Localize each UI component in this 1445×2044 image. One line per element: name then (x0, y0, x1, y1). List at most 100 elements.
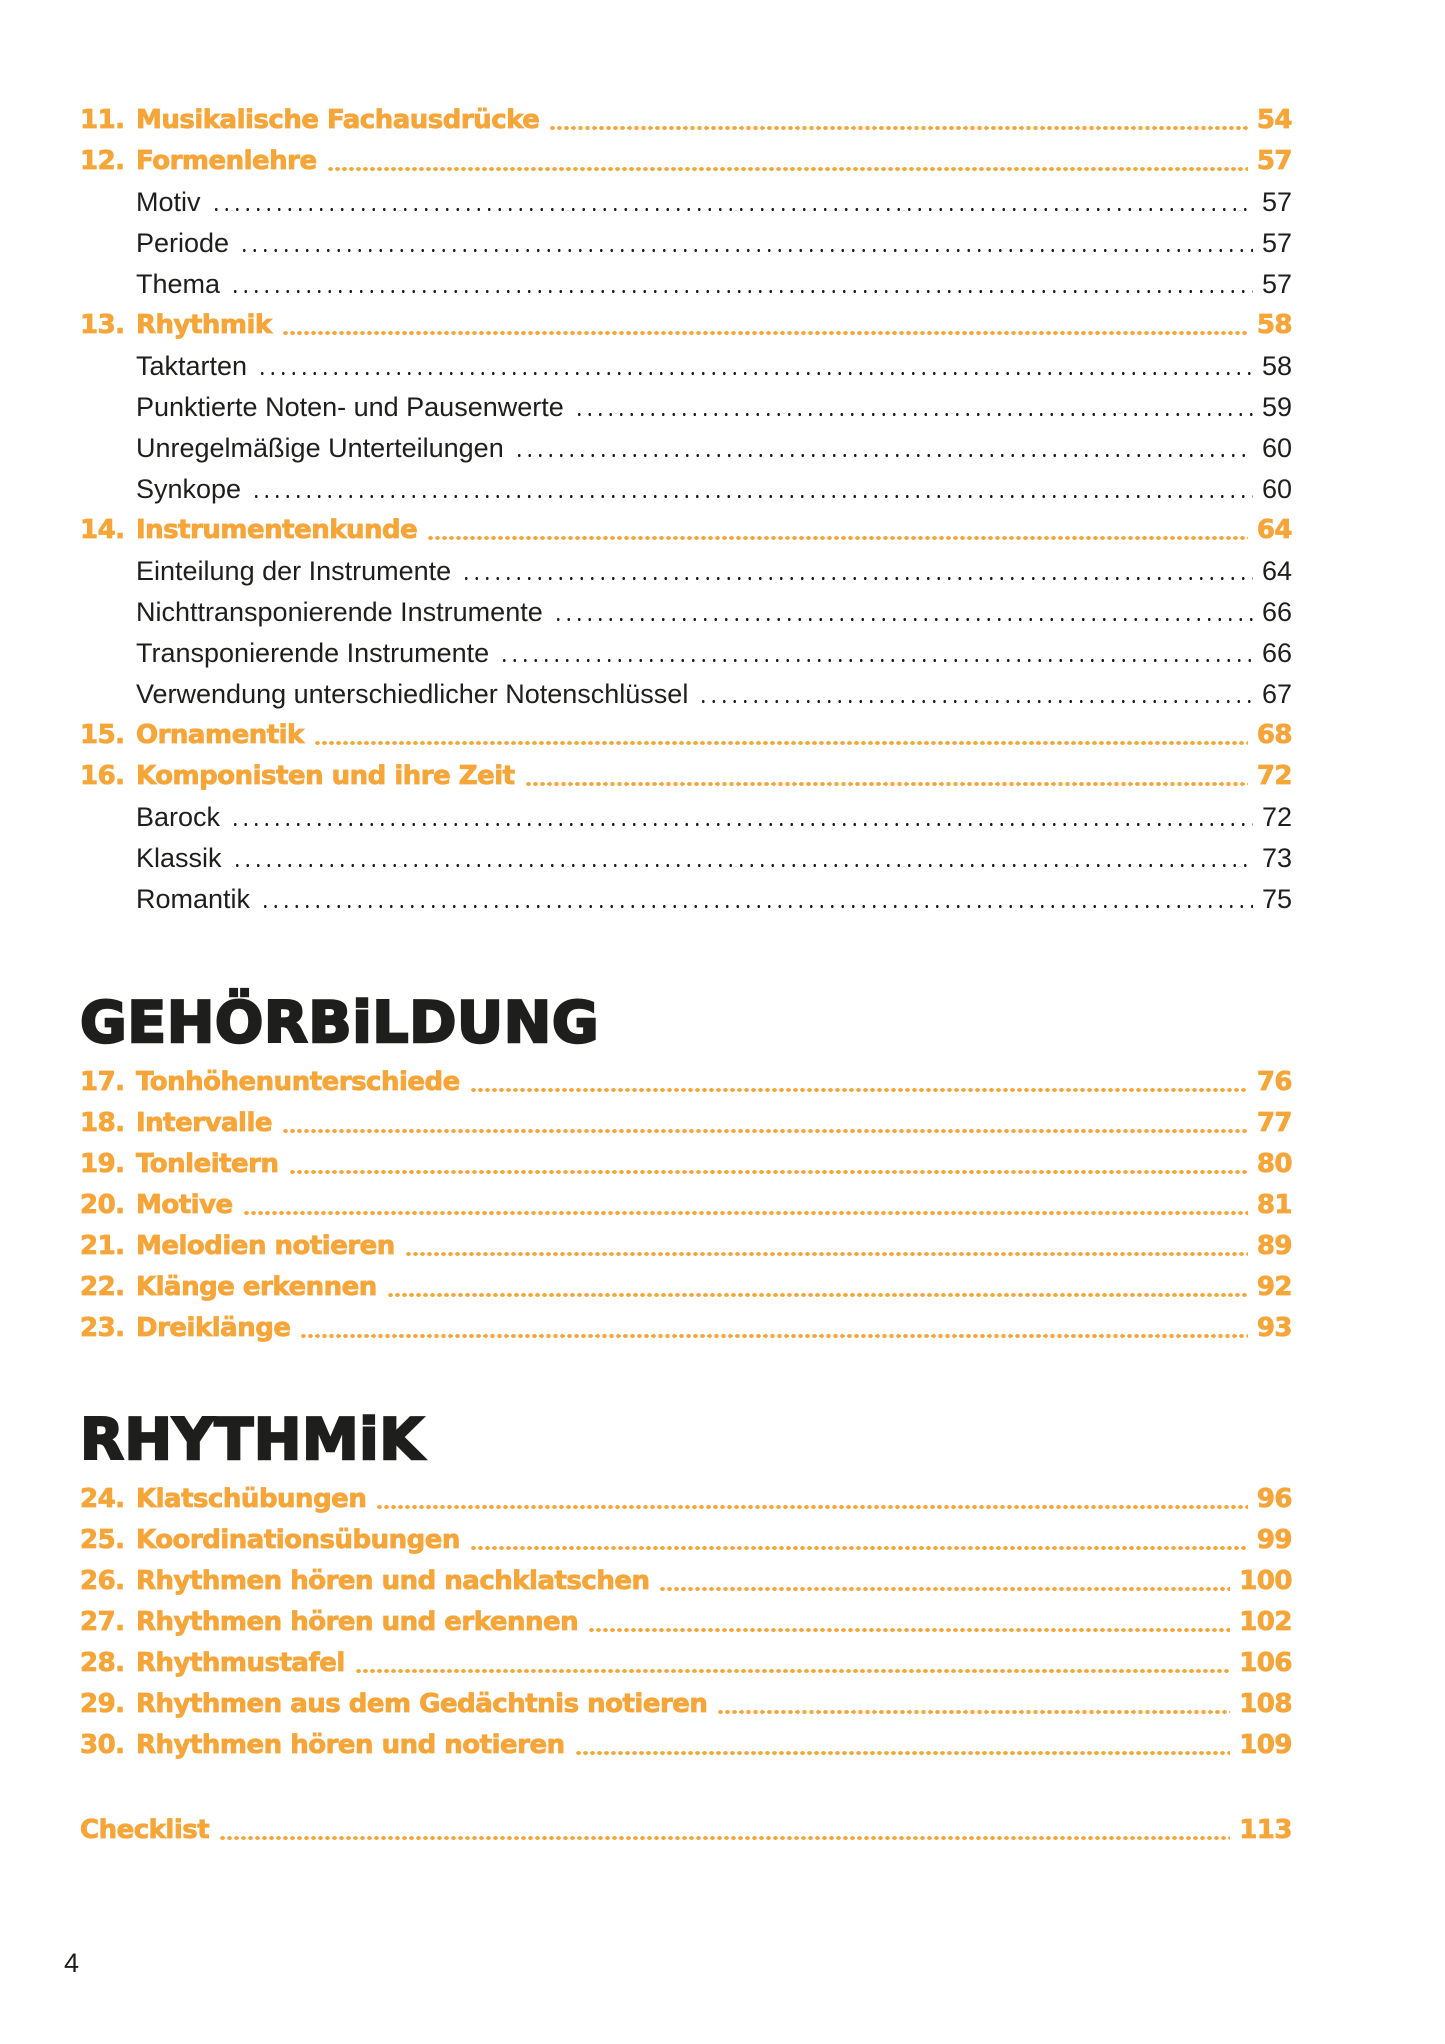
entry-number: 14. (80, 515, 126, 546)
toc-entry: Einteilung der Instrumente 64 (80, 547, 1292, 588)
footer-page-number: 4 (64, 1948, 80, 1978)
dot-leader (513, 453, 1253, 458)
dot-leader (376, 1504, 1248, 1510)
entry-title: Tonhöhenunterschiede (136, 1067, 461, 1098)
entry-page: 64 (1261, 556, 1292, 586)
entry-page: 109 (1239, 1730, 1293, 1761)
entry-title: Thema (136, 269, 221, 299)
entry-title: Koordinationsübungen (136, 1525, 461, 1556)
dot-leader (524, 781, 1248, 787)
dot-leader (326, 166, 1248, 172)
dot-leader (210, 207, 1253, 212)
entry-page: 72 (1256, 761, 1292, 792)
entry-page: 80 (1256, 1149, 1292, 1180)
entry-page: 60 (1261, 433, 1292, 463)
toc-entry: 16. Komponisten und ihre Zeit 72 (80, 752, 1293, 793)
toc-entry: 26. Rhythmen hören und nachklatschen 100 (80, 1557, 1293, 1598)
toc-entry: Barock 72 (80, 793, 1292, 834)
dot-leader (427, 535, 1248, 541)
dot-leader (386, 1292, 1248, 1298)
table-of-contents: 11. Musikalische Fachausdrücke 54 12. Formen… (79, 96, 1293, 1847)
section-header: GEHÖRBiLDUNG (79, 989, 600, 1057)
entry-number: 15. (80, 720, 126, 751)
dot-leader (552, 617, 1253, 622)
entry-title: Motiv (136, 187, 201, 217)
entry-page: 100 (1239, 1566, 1293, 1597)
toc-entry: 18. Intervalle 77 (80, 1099, 1293, 1140)
toc-entry: 11. Musikalische Fachausdrücke 54 (80, 96, 1293, 137)
dot-leader (698, 699, 1253, 704)
entry-title: Punktierte Noten- und Pausenwerte (136, 392, 564, 422)
entry-page: 73 (1261, 843, 1292, 873)
entry-title: Ornamentik (136, 720, 305, 751)
entry-page: 96 (1256, 1484, 1292, 1515)
entry-title: Instrumentenkunde (136, 515, 419, 546)
entry-title: Dreiklänge (136, 1313, 292, 1344)
entry-number: 27. (80, 1607, 126, 1638)
toc-entry: Punktierte Noten- und Pausenwerte 59 (80, 383, 1292, 424)
entry-title: Intervalle (136, 1108, 273, 1139)
dot-leader (219, 1835, 1231, 1841)
entry-title: Tonleitern (136, 1149, 280, 1180)
entry-title: Klassik (136, 843, 222, 873)
entry-number: 13. (80, 310, 126, 341)
entry-page: 75 (1261, 884, 1292, 914)
toc-entry: 27. Rhythmen hören und erkennen 102 (80, 1598, 1293, 1639)
entry-number: 26. (80, 1566, 126, 1597)
entry-title: Formenlehre (136, 146, 318, 177)
entry-title: Rhythmik (136, 310, 273, 341)
toc-entry: 28. Rhythmustafel 106 (80, 1639, 1293, 1680)
entry-number: 16. (80, 761, 126, 792)
toc-entry: Unregelmäßige Unterteilungen 60 (80, 424, 1292, 465)
toc-entry: 30. Rhythmen hören und notieren 109 (80, 1721, 1293, 1762)
entry-number: 22. (80, 1272, 126, 1303)
entry-title: Einteilung der Instrumente (136, 556, 452, 586)
entry-page: 68 (1256, 720, 1292, 751)
entry-number: 20. (80, 1190, 126, 1221)
dot-leader (282, 1128, 1248, 1134)
toc-entry: 12. Formenlehre 57 (80, 137, 1293, 178)
entry-page: 60 (1261, 474, 1292, 504)
entry-title: Rhythmen hören und notieren (136, 1730, 566, 1761)
toc-entry: 20. Motive 81 (80, 1181, 1293, 1222)
entry-title: Rhythmen aus dem Gedächtnis notieren (136, 1689, 709, 1720)
entry-number: 21. (80, 1231, 126, 1262)
entry-title: Verwendung unterschiedlicher Notenschlüs… (136, 679, 689, 709)
toc-entry: 23. Dreiklänge 93 (80, 1304, 1293, 1345)
entry-page: 106 (1239, 1648, 1293, 1679)
entry-title: Rhythmustafel (136, 1648, 346, 1679)
entry-page: 58 (1261, 351, 1292, 381)
dot-leader (230, 822, 1253, 827)
entry-page: 57 (1261, 228, 1292, 258)
entry-title: Musikalische Fachausdrücke (136, 105, 541, 136)
entry-title: Motive (136, 1190, 234, 1221)
entry-title: Unregelmäßige Unterteilungen (136, 433, 504, 463)
entry-page: 77 (1256, 1108, 1292, 1139)
dot-leader (288, 1169, 1248, 1175)
dot-leader (717, 1709, 1231, 1715)
dot-leader (659, 1586, 1231, 1592)
entry-number: 24. (80, 1484, 126, 1515)
dot-leader (239, 248, 1253, 253)
dot-leader (242, 1210, 1248, 1216)
entry-number: 30. (80, 1730, 126, 1761)
entry-number: 25. (80, 1525, 126, 1556)
entry-title: Klänge erkennen (136, 1272, 378, 1303)
toc-entry: 25. Koordinationsübungen 99 (80, 1516, 1293, 1557)
entry-title: Transponierende Instrumente (136, 638, 490, 668)
entry-page: 66 (1261, 597, 1292, 627)
entry-page: 93 (1256, 1313, 1292, 1344)
entry-number: 12. (80, 146, 126, 177)
entry-page: 102 (1239, 1607, 1293, 1638)
toc-entry: 14. Instrumentenkunde 64 (80, 506, 1293, 547)
toc-entry: Motiv 57 (80, 178, 1292, 219)
dot-leader (549, 125, 1248, 131)
dot-leader (499, 658, 1253, 663)
toc-entry: Transponierende Instrumente 66 (80, 629, 1292, 670)
toc-entry: 13. Rhythmik 58 (80, 301, 1293, 342)
toc-entry: Verwendung unterschiedlicher Notenschlüs… (80, 670, 1292, 711)
entry-page: 81 (1256, 1190, 1292, 1221)
entry-page: 92 (1256, 1272, 1292, 1303)
dot-leader (260, 904, 1253, 909)
entry-title: Komponisten und ihre Zeit (136, 761, 516, 792)
